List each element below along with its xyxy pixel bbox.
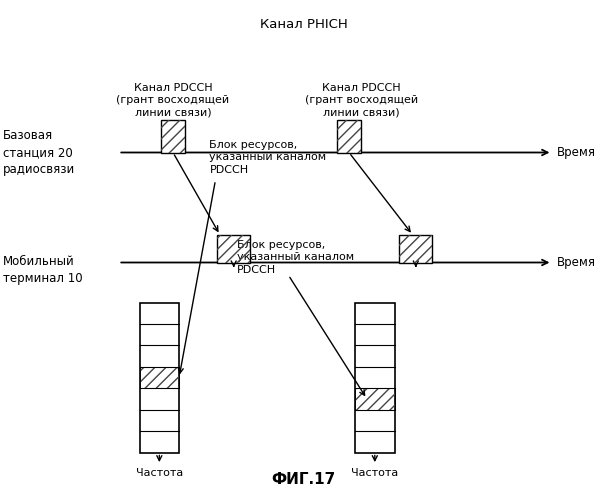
Text: Базовая
станция 20
радиосвязи: Базовая станция 20 радиосвязи — [3, 129, 75, 176]
Text: Время: Время — [557, 146, 596, 159]
Bar — [140, 367, 179, 388]
Bar — [399, 235, 433, 262]
Bar — [399, 235, 433, 262]
Bar — [140, 302, 179, 452]
Bar — [355, 302, 395, 452]
Bar — [161, 120, 185, 152]
Bar — [337, 120, 361, 152]
Bar — [217, 235, 250, 262]
Text: Блок ресурсов,
указанный каналом
PDCCH: Блок ресурсов, указанный каналом PDCCH — [237, 240, 354, 275]
Text: Частота: Частота — [136, 468, 183, 477]
Text: ФИГ.17: ФИГ.17 — [271, 472, 336, 488]
Bar — [140, 367, 179, 388]
Bar — [355, 388, 395, 409]
Text: Время: Время — [557, 256, 596, 269]
Text: Частота: Частота — [351, 468, 398, 477]
Bar — [337, 120, 361, 152]
Text: Блок ресурсов,
указанный каналом
PDCCH: Блок ресурсов, указанный каналом PDCCH — [209, 140, 327, 175]
Text: Канал PHICH: Канал PHICH — [260, 18, 347, 30]
Bar — [355, 388, 395, 409]
Text: Канал PDCCH
(грант восходящей
линии связи): Канал PDCCH (грант восходящей линии связ… — [305, 82, 418, 118]
Bar — [217, 235, 250, 262]
Text: Мобильный
терминал 10: Мобильный терминал 10 — [3, 255, 83, 285]
Bar — [161, 120, 185, 152]
Text: Канал PDCCH
(грант восходящей
линии связи): Канал PDCCH (грант восходящей линии связ… — [117, 82, 229, 118]
